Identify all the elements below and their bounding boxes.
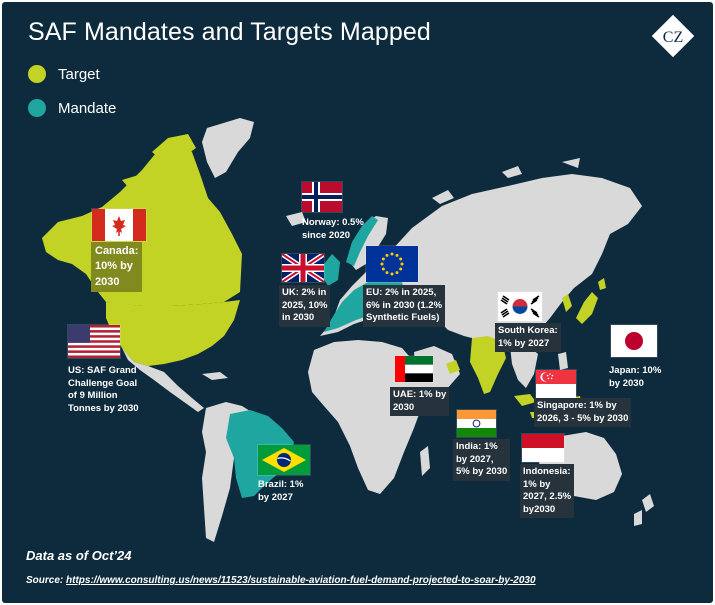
- greenland-landmass: [202, 118, 254, 178]
- philippines-landmass: [558, 352, 568, 370]
- arctic-islands: [122, 134, 196, 194]
- japan-region: [576, 278, 606, 324]
- madagascar-landmass: [420, 446, 430, 476]
- target-dot-icon: [28, 65, 46, 83]
- indonesia-flag: [522, 434, 564, 462]
- source-line: Source: https://www.consulting.us/news/1…: [26, 575, 536, 586]
- us-region: [106, 300, 240, 366]
- uae-flag: [395, 356, 433, 382]
- legend-target-label: Target: [58, 65, 100, 83]
- mandate-dot-icon: [28, 99, 46, 117]
- south-korea-flag: [498, 292, 542, 321]
- legend-mandate-label: Mandate: [58, 99, 117, 117]
- eu-star: [395, 253, 399, 257]
- uk-label: UK: 2% in 2025, 10% in 2030: [279, 285, 331, 327]
- iceland-landmass: [286, 212, 306, 226]
- new-zealand-landmass: [634, 494, 654, 526]
- singapore-flag: [536, 370, 576, 398]
- arctic-asia-islands: [432, 158, 580, 204]
- singapore-label: Singapore: 1% by 2026, 3 - 5% by 2030: [534, 398, 632, 428]
- cz-logo-icon: CZ: [652, 15, 694, 57]
- indonesia-label: Indonesia: 1% by 2027, 2.5% by2030: [520, 464, 575, 519]
- eu-label: EU: 2% in 2025, 6% in 2030 (1.2% Synthet…: [363, 285, 446, 327]
- brazil-label: Brazil: 1% by 2027: [258, 479, 304, 503]
- eu-star: [395, 271, 399, 275]
- caribbean-islands: [202, 372, 228, 380]
- eu-flag: [366, 246, 418, 282]
- southeast-asia-landmass: [510, 342, 538, 388]
- uae-label: UAE: 1% by 2030: [390, 387, 450, 417]
- uk-flag: [282, 254, 324, 282]
- us-flag: [68, 325, 120, 358]
- brazil-flag: [258, 445, 310, 475]
- eu-star: [381, 267, 385, 271]
- norway-flag: [302, 182, 342, 212]
- mexico-region: [122, 348, 204, 412]
- eu-star: [390, 272, 394, 276]
- page-title: SAF Mandates and Targets Mapped: [28, 18, 431, 46]
- eu-star: [399, 267, 403, 271]
- eu-star: [381, 257, 385, 261]
- eu-star: [385, 271, 389, 275]
- source-prefix: Source:: [26, 575, 67, 586]
- legend-target: Target: [28, 65, 100, 83]
- legend-mandate: Mandate: [28, 99, 116, 117]
- india-flag: [457, 410, 496, 437]
- asia-landmass: [390, 174, 642, 346]
- eu-star: [390, 252, 394, 256]
- eu-star: [400, 262, 404, 266]
- data-date-note: Data as of Oct’24: [26, 548, 132, 563]
- norway-label: Norway: 0.5% since 2020: [302, 217, 364, 241]
- japan-label: Japan: 10% by 2030: [609, 365, 662, 389]
- canada-label: Canada: 10% by 2030: [91, 242, 143, 293]
- eu-star: [399, 257, 403, 261]
- south-korea-label: South Korea: 1% by 2027: [495, 323, 561, 353]
- eu-star: [385, 253, 389, 257]
- logo-text: CZ: [663, 29, 683, 46]
- eu-star: [380, 262, 384, 266]
- source-link[interactable]: https://www.consulting.us/news/11523/sus…: [66, 575, 536, 586]
- us-label: US: SAF Grand Challenge Goal of 9 Millio…: [68, 365, 139, 414]
- japan-flag: [611, 325, 657, 357]
- canada-flag: [92, 209, 146, 241]
- south-korea-region: [562, 294, 572, 312]
- norway-region: [346, 216, 378, 266]
- india-label: India: 1% by 2027, 5% by 2030: [453, 439, 511, 481]
- uae-region: [446, 360, 460, 374]
